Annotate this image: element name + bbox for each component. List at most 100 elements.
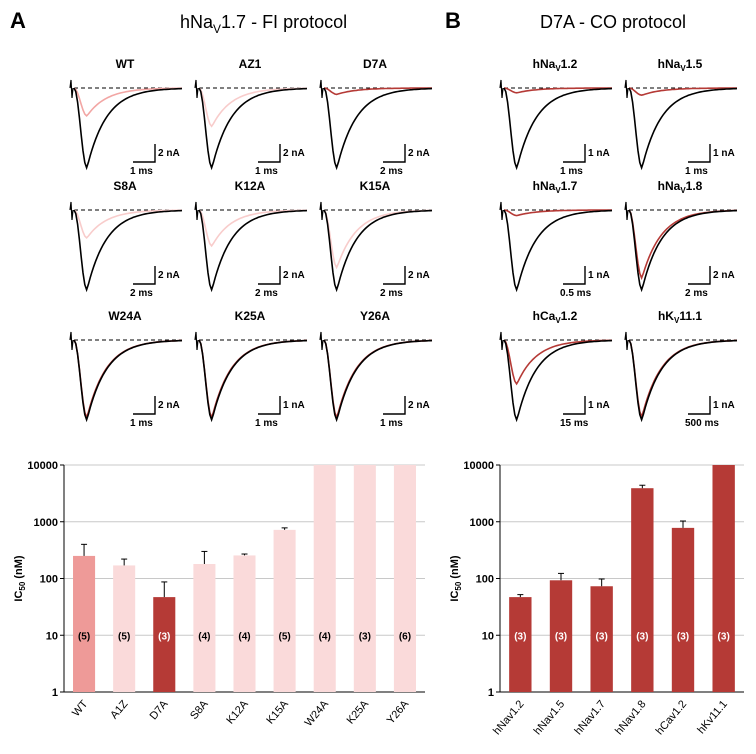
current-scale-label: 1 nA [588,270,610,281]
trace-title-sub: V [680,186,686,195]
control-current-trace [73,87,183,171]
control-current-trace [73,209,183,293]
bar-s8a [193,564,216,692]
x-tick-label: A1Z [108,698,130,721]
y-tick-label: 1000 [470,517,494,529]
x-tick-label: hNav1.2 [491,698,527,737]
y-axis-label-sub: 50 [18,581,27,590]
current-scale-label: 1 nA [713,148,735,159]
trace-a-4: 2 ms 2 nA [194,201,308,299]
x-tick-label: K25A [345,698,372,727]
trace-title-s8a: S8A [113,179,137,193]
trace-artifact [194,79,199,99]
panel-b-title: D7A - CO protocol [540,12,686,32]
control-current-trace [628,87,738,171]
trace-title-k25a: K25A [235,309,266,323]
n-label: (3) [514,631,526,642]
y-axis-label: IC50 (nM) [13,555,27,602]
trace-title-main: hNa [658,57,681,71]
current-scale-label: 1 nA [588,400,610,411]
trace-title-b-0: hNaV1.2 [533,57,578,73]
scale-bar [688,396,711,415]
control-current-trace [503,339,613,423]
toxin-current-trace [628,87,737,97]
trace-artifact [194,331,199,351]
n-label: (3) [636,631,648,642]
scale-bar [688,266,711,285]
scale-bar [383,266,406,285]
toxin-current-trace [73,209,182,240]
panel-b-letter: B [445,8,461,33]
x-tick-label: S8A [188,698,211,722]
trace-artifact [624,79,629,99]
trace-a-5: 2 ms 2 nA [319,201,433,299]
trace-title-sub: V [555,316,561,325]
x-tick-label: K12A [224,698,251,727]
trace-title-main: hCa [533,309,556,323]
trace-artifact [499,331,504,351]
control-current-trace [198,339,308,423]
control-current-trace [73,339,183,423]
x-tick-label: W24A [303,698,332,729]
y-axis-label-main: IC [449,591,461,602]
trace-artifact [624,331,629,351]
x-tick-label: WT [70,698,90,719]
panel-a-title-sub: V [213,22,221,36]
control-current-trace [628,339,738,423]
panel-a-ic50-chart: IC50 (nM) 1 10 100 1000 10000 (5) WT (5) A1Z (3) D7… [13,460,425,729]
x-tick-label: hNav1.7 [572,698,608,737]
trace-title-b-2: hNaV1.7 [533,179,578,195]
trace-title-sub: V [674,316,680,325]
n-label: (4) [198,631,210,642]
time-scale-label: 1 ms [685,166,708,177]
toxin-current-trace [323,87,433,96]
toxin-current-trace [73,87,182,118]
trace-a-8: 1 ms 2 nA [319,331,433,429]
current-scale-label: 2 nA [283,148,305,159]
control-current-trace [323,339,433,423]
y-tick-label: 1 [52,687,58,699]
time-scale-label: 1 ms [380,418,403,429]
current-scale-label: 1 nA [283,400,305,411]
bar-k12a [233,555,256,692]
panel-b-ic50-chart: IC50 (nM) 1 10 100 1000 10000 (3) hNav1.2 (3) hNa… [449,460,744,737]
n-label: (3) [359,631,371,642]
bar-hcav12 [671,527,695,692]
time-scale-label: 1 ms [130,418,153,429]
n-label: (5) [78,631,90,642]
trace-title-d7a: D7A [363,57,387,71]
trace-artifact [194,201,199,221]
trace-artifact [319,331,324,351]
trace-b-1: 1 ms 1 nA [624,79,738,177]
trace-b-0: 1 ms 1 nA [499,79,613,177]
scale-bar [563,266,586,285]
y-axis-label-main: IC [13,591,25,602]
trace-artifact [319,201,324,221]
x-tick-label: hCav1.2 [654,698,690,737]
trace-title-rest: 1.2 [561,309,578,323]
n-label: (5) [118,631,130,642]
bar-w24a [313,465,336,692]
x-tick-label: D7A [148,698,171,723]
time-scale-label: 1 ms [560,166,583,177]
bar-d7a [153,597,176,692]
y-tick-label: 10000 [27,460,58,472]
trace-a-2: 2 ms 2 nA [319,79,433,177]
trace-title-y26a: Y26A [360,309,390,323]
bar-wt [73,555,96,692]
scale-bar [133,144,156,163]
current-scale-label: 2 nA [408,270,430,281]
control-current-trace [323,209,433,293]
scale-bar [258,396,281,415]
trace-title-b-3: hNaV1.8 [658,179,703,195]
x-tick-label: hKv11.1 [695,698,730,736]
trace-title-rest: 1.7 [561,179,578,193]
time-scale-label: 1 ms [130,166,153,177]
panel-a-letter: A [10,8,26,33]
control-current-trace [503,209,613,293]
x-tick-label: hNav1.8 [613,698,649,737]
toxin-current-trace [198,87,307,128]
trace-title-main: hNa [658,179,681,193]
